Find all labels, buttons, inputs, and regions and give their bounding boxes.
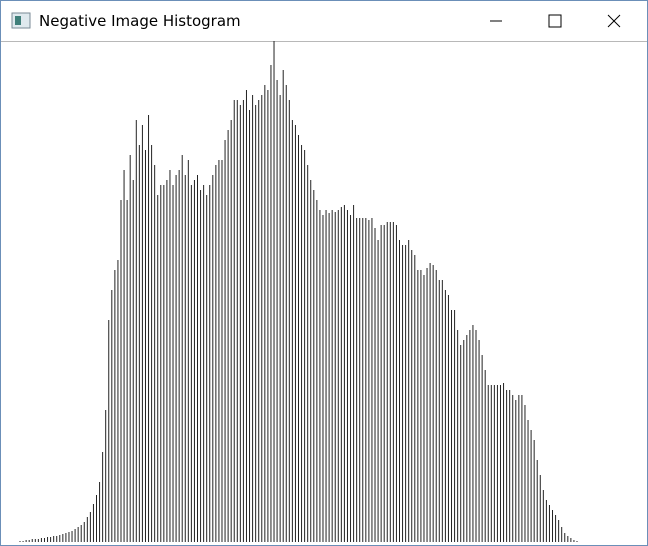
window-title: Negative Image Histogram	[39, 12, 241, 30]
maximize-button[interactable]	[548, 14, 562, 28]
window-icon	[11, 12, 31, 29]
close-button[interactable]	[607, 14, 621, 28]
close-stroke[interactable]	[607, 14, 621, 28]
title-bar: Negative Image Histogram	[1, 1, 647, 42]
icon-detail	[15, 16, 21, 25]
histogram	[19, 41, 578, 542]
